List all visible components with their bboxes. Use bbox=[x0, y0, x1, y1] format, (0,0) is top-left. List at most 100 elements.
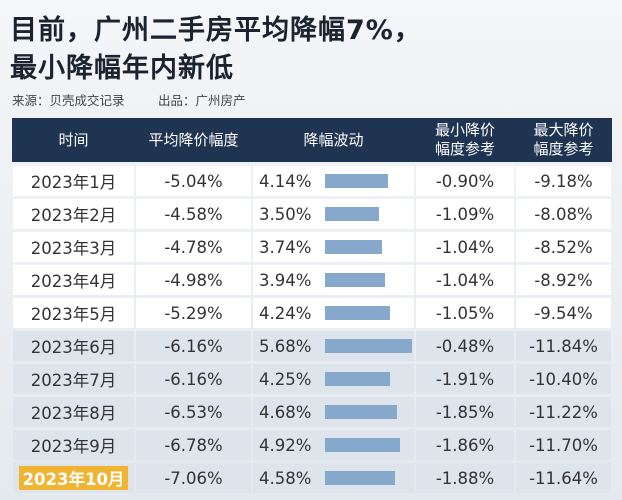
value: -1.85% bbox=[435, 402, 495, 422]
value: -1.91% bbox=[435, 369, 495, 389]
month-cell: 2023年8月 bbox=[13, 397, 134, 427]
volatility-label: 4.24% bbox=[259, 303, 312, 323]
title-line: 最小降幅年内新低 bbox=[10, 53, 234, 84]
volatility-bar bbox=[325, 174, 389, 188]
header-line: 幅度参考 bbox=[434, 140, 495, 158]
value-cell: -11.22% bbox=[516, 397, 611, 427]
value-cell: -6.16% bbox=[136, 331, 251, 361]
volatility-cell: 4.14% bbox=[253, 166, 414, 196]
volatility-label: 4.92% bbox=[259, 435, 312, 455]
volatility-bar bbox=[325, 207, 379, 221]
volatility-label: 4.25% bbox=[259, 369, 312, 389]
month-cell: 2023年9月 bbox=[13, 430, 134, 460]
value: -1.09% bbox=[435, 204, 495, 224]
column-header: 时间 bbox=[12, 118, 135, 162]
volatility-cell: 4.92% bbox=[253, 430, 414, 460]
volatility-bar bbox=[325, 438, 401, 452]
value-cell: -10.40% bbox=[516, 364, 611, 394]
value-cell: -6.16% bbox=[136, 364, 251, 394]
month-cell: 2023年7月 bbox=[13, 364, 134, 394]
month-cell: 2023年5月 bbox=[13, 298, 134, 328]
value-cell: -5.29% bbox=[136, 298, 251, 328]
month-cell: 2023年1月 bbox=[13, 166, 134, 196]
value: -1.86% bbox=[435, 435, 495, 455]
volatility-cell: 4.25% bbox=[253, 364, 414, 394]
value-cell: -11.70% bbox=[516, 430, 611, 460]
value-cell: -1.85% bbox=[416, 397, 514, 427]
month-cell: 2023年6月 bbox=[13, 331, 134, 361]
title-line: 目前，广州二手房平均降幅7%， bbox=[10, 15, 422, 46]
column-header: 降幅波动 bbox=[252, 118, 415, 162]
month: 2023年3月 bbox=[30, 239, 117, 258]
header-line: 最大降价 bbox=[533, 121, 594, 139]
value: -0.90% bbox=[435, 171, 495, 191]
volatility-bar bbox=[325, 339, 412, 353]
value-cell: -1.09% bbox=[416, 199, 514, 229]
value-cell: -7.06% bbox=[136, 463, 251, 493]
month-cell: 2023年2月 bbox=[13, 199, 134, 229]
month: 2023年9月 bbox=[30, 437, 117, 456]
value-cell: -1.04% bbox=[416, 232, 514, 262]
value-cell: -4.98% bbox=[136, 265, 251, 295]
volatility-bar bbox=[325, 372, 391, 386]
value: -1.04% bbox=[435, 270, 495, 290]
month: 2023年8月 bbox=[30, 404, 117, 423]
value-cell: -11.84% bbox=[516, 331, 611, 361]
header-line: 最小降价 bbox=[434, 121, 495, 139]
value: -6.53% bbox=[164, 402, 223, 422]
month: 2023年1月 bbox=[30, 173, 117, 192]
value-cell: -1.05% bbox=[416, 298, 514, 328]
value: -11.64% bbox=[529, 468, 598, 488]
header-line: 幅度参考 bbox=[533, 140, 594, 158]
value: -4.78% bbox=[164, 237, 223, 257]
value-cell: -8.92% bbox=[516, 265, 611, 295]
volatility-bar bbox=[325, 306, 390, 320]
volatility-label: 3.50% bbox=[259, 204, 312, 224]
volatility-bar bbox=[325, 273, 386, 287]
volatility-bar bbox=[325, 405, 397, 419]
value-cell: -8.52% bbox=[516, 232, 611, 262]
volatility-cell: 4.68% bbox=[253, 397, 414, 427]
value: -6.16% bbox=[164, 336, 223, 356]
column-header: 最大降价 幅度参考 bbox=[515, 118, 612, 162]
month: 2023年4月 bbox=[30, 272, 117, 291]
value-cell: -1.88% bbox=[416, 463, 514, 493]
value: -0.48% bbox=[435, 336, 495, 356]
value-cell: -5.04% bbox=[136, 166, 251, 196]
month-cell: 2023年3月 bbox=[13, 232, 134, 262]
month: 2023年7月 bbox=[30, 371, 117, 390]
value: -8.92% bbox=[534, 270, 593, 290]
month: 2023年10月 bbox=[18, 466, 129, 490]
value-cell: -4.78% bbox=[136, 232, 251, 262]
value: -7.06% bbox=[164, 468, 223, 488]
value: -5.04% bbox=[164, 171, 223, 191]
value-cell: -1.86% bbox=[416, 430, 514, 460]
column-header: 平均降价幅度 bbox=[135, 118, 252, 162]
value-cell: -0.90% bbox=[416, 166, 514, 196]
month: 2023年6月 bbox=[30, 338, 117, 357]
value-cell: -9.54% bbox=[516, 298, 611, 328]
value-cell: -0.48% bbox=[416, 331, 514, 361]
volatility-cell: 3.74% bbox=[253, 232, 414, 262]
month: 2023年5月 bbox=[30, 305, 117, 324]
volatility-label: 4.58% bbox=[259, 468, 312, 488]
volatility-label: 4.68% bbox=[259, 402, 312, 422]
value: -9.54% bbox=[534, 303, 593, 323]
value-cell: -9.18% bbox=[516, 166, 611, 196]
source: 来源：贝壳成交记录 bbox=[12, 93, 125, 108]
volatility-cell: 3.50% bbox=[253, 199, 414, 229]
value: -6.16% bbox=[164, 369, 223, 389]
value: -8.08% bbox=[534, 204, 593, 224]
value: -8.52% bbox=[534, 237, 593, 257]
value: -11.84% bbox=[529, 336, 598, 356]
value-cell: -1.91% bbox=[416, 364, 514, 394]
value: -1.04% bbox=[435, 237, 495, 257]
value: -9.18% bbox=[534, 171, 593, 191]
value-cell: -1.04% bbox=[416, 265, 514, 295]
volatility-cell: 5.68% bbox=[253, 331, 414, 361]
value: -10.40% bbox=[529, 369, 598, 389]
month-cell: 2023年4月 bbox=[13, 265, 134, 295]
value: -4.58% bbox=[164, 204, 223, 224]
value: -5.29% bbox=[164, 303, 223, 323]
